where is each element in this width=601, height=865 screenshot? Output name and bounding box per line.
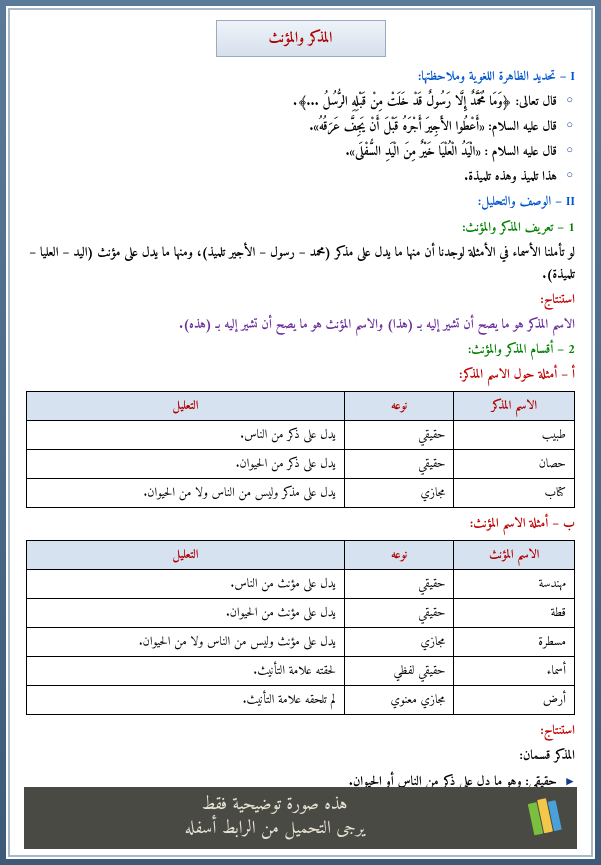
page-title: المذكر والمؤنث bbox=[216, 20, 386, 57]
table-row: كتاب مجازي يدل على مذكر وليس من الناس ول… bbox=[27, 479, 575, 508]
section2-heading: II – الوصف والتحليل: bbox=[26, 192, 575, 214]
section1-heading: I – تحديد الظاهرة اللغوية وملاحظتها: bbox=[26, 67, 575, 89]
cell: يدل على ذكر من الحيوان. bbox=[27, 450, 345, 479]
footer-banner: هذه صورة توضيحية فقط يرجى التحميل من الر… bbox=[24, 787, 577, 849]
cell: لحقته علامة التأنيث. bbox=[27, 657, 345, 686]
example-item: قال تعالى: ﴿وَمَا مُحَمَّدٌ إِلَّا رَسُو… bbox=[26, 92, 575, 114]
th-name: الاسم المذكر bbox=[454, 392, 575, 421]
footer-line2: يرجى التحميل من الرابط أسفله bbox=[34, 818, 515, 842]
cell: يدل على مؤنث وليس من الناس ولا من الحيوا… bbox=[27, 628, 345, 657]
th-reason: التعليل bbox=[27, 541, 345, 570]
cell: كتاب bbox=[454, 479, 575, 508]
cell: مسطرة bbox=[454, 628, 575, 657]
books-icon bbox=[521, 795, 567, 841]
table-row: أرض مجازي معنوي لم تلحقه علامة التأنيث. bbox=[27, 686, 575, 715]
table-caption: أ – أمثلة حول الاسم المذكر: bbox=[26, 365, 575, 387]
paragraph: المذكر قسمان: bbox=[26, 746, 575, 768]
th-name: الاسم المؤنث bbox=[454, 541, 575, 570]
conclusion-label: استنتاج: bbox=[26, 290, 575, 312]
cell: حقيقي لفظي bbox=[344, 657, 454, 686]
th-type: نوعه bbox=[344, 541, 454, 570]
cell: حقيقي bbox=[344, 421, 454, 450]
footer-text: هذه صورة توضيحية فقط يرجى التحميل من الر… bbox=[34, 794, 515, 843]
table-caption: ب – أمثلة الاسم المؤنث: bbox=[26, 514, 575, 536]
cell: مجازي معنوي bbox=[344, 686, 454, 715]
table-row: طبيب حقيقي يدل على ذكر من الناس. bbox=[27, 421, 575, 450]
table-row: مسطرة مجازي يدل على مؤنث وليس من الناس و… bbox=[27, 628, 575, 657]
cell: مجازي bbox=[344, 479, 454, 508]
conclusion-body: الاسم المذكر هو ما يصح أن تشير إليه بـ (… bbox=[26, 315, 575, 337]
cell: حقيقي bbox=[344, 599, 454, 628]
example-item: قال عليه السلام: «أَعْطُوا الأَجِيرَ أَج… bbox=[26, 117, 575, 139]
table-row: حصان حقيقي يدل على ذكر من الحيوان. bbox=[27, 450, 575, 479]
th-type: نوعه bbox=[344, 392, 454, 421]
table-row: مهندسة حقيقي يدل على مؤنث من الناس. bbox=[27, 570, 575, 599]
table-row: قطة حقيقي يدل على مؤنث من الحيوان. bbox=[27, 599, 575, 628]
table-row: أسماء حقيقي لفظي لحقته علامة التأنيث. bbox=[27, 657, 575, 686]
cell: طبيب bbox=[454, 421, 575, 450]
cell: حقيقي bbox=[344, 450, 454, 479]
cell: يدل على مذكر وليس من الناس ولا من الحيوا… bbox=[27, 479, 345, 508]
cell: مهندسة bbox=[454, 570, 575, 599]
conclusion-label: استنتاج: bbox=[26, 721, 575, 743]
cell: يدل على مؤنث من الحيوان. bbox=[27, 599, 345, 628]
cell: لم تلحقه علامة التأنيث. bbox=[27, 686, 345, 715]
example-item: هذا تلميذ وهذه تلميذة. bbox=[26, 167, 575, 189]
cell: حقيقي bbox=[344, 570, 454, 599]
masculine-table: الاسم المذكر نوعه التعليل طبيب حقيقي يدل… bbox=[26, 391, 575, 508]
cell: أسماء bbox=[454, 657, 575, 686]
feminine-table: الاسم المؤنث نوعه التعليل مهندسة حقيقي ي… bbox=[26, 540, 575, 715]
cell: يدل على مؤنث من الناس. bbox=[27, 570, 345, 599]
subsection-label: 1 – تعريف المذكر والمؤنث: bbox=[26, 218, 575, 240]
th-reason: التعليل bbox=[27, 392, 345, 421]
cell: مجازي bbox=[344, 628, 454, 657]
example-item: قال عليه السلام : «الْيَدُ الْعُلْيَا خَ… bbox=[26, 142, 575, 164]
cell: يدل على ذكر من الناس. bbox=[27, 421, 345, 450]
paragraph: لو تأملنا الأسماء في الأمثلة لوجدنا أن م… bbox=[26, 243, 575, 287]
cell: أرض bbox=[454, 686, 575, 715]
subsection-label: 2 – أقسام المذكر والمؤنث: bbox=[26, 340, 575, 362]
cell: حصان bbox=[454, 450, 575, 479]
cell: قطة bbox=[454, 599, 575, 628]
